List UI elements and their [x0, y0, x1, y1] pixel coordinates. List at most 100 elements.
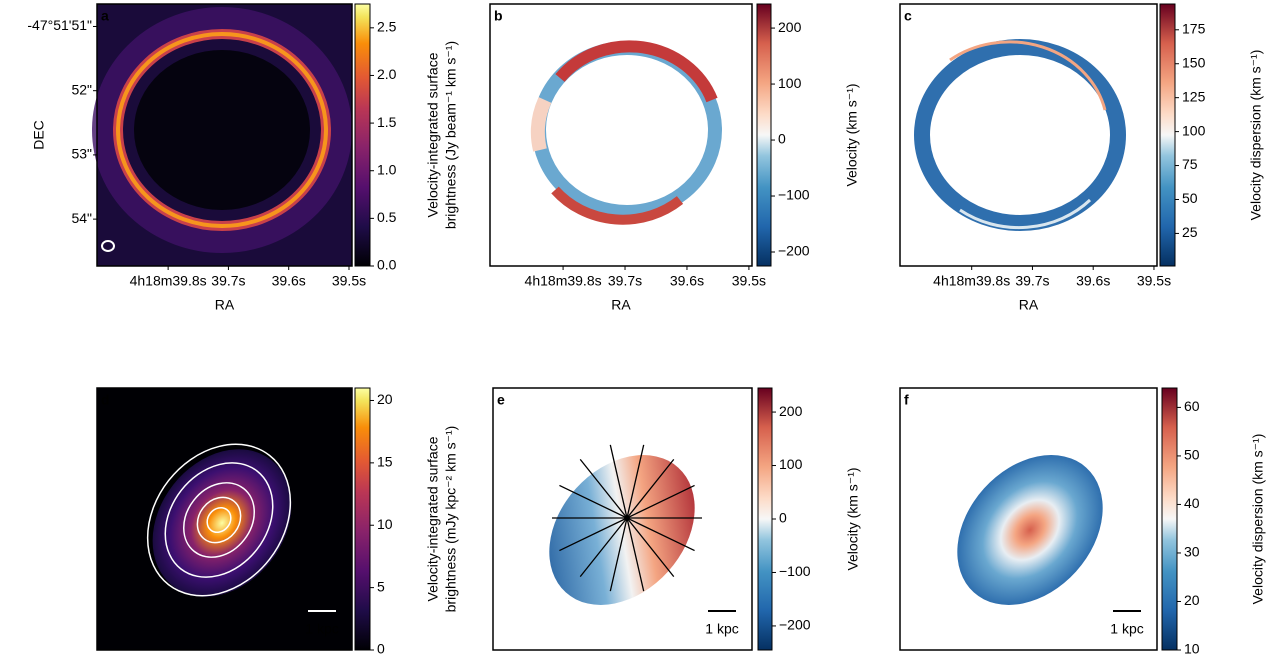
beam [101, 240, 115, 252]
contour [183, 482, 255, 558]
colorbar-label: brightness (Jy beam⁻¹ km s⁻¹) [443, 41, 459, 229]
blob [152, 449, 292, 597]
image-frame [899, 3, 1158, 267]
colorbar-tick-label: 200 [779, 403, 803, 419]
contour [206, 506, 232, 534]
y-tick-label: 52" [71, 81, 92, 97]
colorbar-tick-label: 1.5 [377, 114, 397, 130]
ring-pale [530, 97, 552, 152]
colorbar [757, 387, 773, 651]
ring-hot [949, 40, 1107, 111]
isovelocity [609, 444, 628, 519]
x-tick-label: 39.7s [608, 273, 642, 289]
colorbar-tick-label: 2.5 [377, 19, 397, 35]
contour [146, 443, 292, 597]
colorbar-tick-label: 0.5 [377, 209, 397, 225]
x-tick-label: 39.5s [1137, 273, 1171, 289]
isovelocity [579, 458, 628, 519]
colorbar-tick-label: 20 [377, 391, 393, 407]
blob [549, 455, 695, 605]
isovelocity [609, 517, 628, 592]
colorbar [354, 387, 371, 651]
ring-red [555, 40, 718, 103]
x-tick-label: 39.7s [211, 273, 245, 289]
ring-blue [914, 39, 1126, 231]
image-frame [489, 3, 753, 267]
colorbar-label: brightness (mJy kpc⁻² km s⁻¹) [443, 426, 459, 613]
colorbar-tick-label: 0.0 [377, 257, 397, 273]
y-axis-label: DEC [31, 120, 47, 150]
colorbar-label: Velocity-integrated surface [425, 52, 441, 217]
colorbar-tick-label: 20 [1184, 592, 1200, 608]
x-tick-label: 39.6s [670, 273, 704, 289]
colorbar-tick-label: 100 [779, 456, 803, 472]
scale-bar-label: 1 kpc [705, 621, 738, 637]
colorbar-tick-label: 75 [1182, 156, 1198, 172]
y-tick-label: -47°51'51" [27, 17, 92, 33]
colorbar-tick-label: 0 [779, 510, 787, 526]
x-tick-label: 39.7s [1015, 273, 1049, 289]
colorbar-label: Velocity (km s⁻¹) [844, 83, 860, 186]
x-tick-label: 4h18m39.8s [130, 273, 207, 289]
blob [957, 455, 1103, 605]
colorbar-tick-label: 200 [778, 19, 802, 35]
colorbar-tick-label: 175 [1182, 20, 1206, 36]
x-tick-label: 39.6s [1076, 273, 1110, 289]
colorbar-tick-label: −200 [778, 243, 810, 259]
y-tick-label: 53" [71, 146, 92, 162]
x-tick-label: 39.6s [272, 273, 306, 289]
isovelocity [626, 517, 695, 552]
colorbar [1159, 3, 1176, 267]
isovelocity [559, 517, 628, 552]
colorbar-tick-label: 25 [1182, 224, 1198, 240]
colorbar-label: Velocity dispersion (km s⁻¹) [1248, 50, 1264, 221]
ring-pale [959, 198, 1092, 230]
scale-bar-label: 1 kpc [305, 621, 338, 637]
colorbar-label: Velocity (km s⁻¹) [845, 467, 861, 570]
colorbar-tick-label: 50 [1182, 190, 1198, 206]
x-tick-label: 4h18m39.8s [933, 273, 1010, 289]
colorbar-tick-label: 0 [778, 131, 786, 147]
colorbar-tick-label: 125 [1182, 88, 1206, 104]
inner [134, 50, 310, 210]
ring-red2 [551, 186, 684, 225]
colorbar-tick-label: 40 [1184, 495, 1200, 511]
panel-label: f [904, 392, 909, 408]
x-axis-label: RA [1019, 297, 1039, 313]
colorbar-tick-label: 10 [1184, 641, 1200, 657]
y-tick-label: 54" [71, 210, 92, 226]
contour [196, 496, 242, 544]
colorbar-tick-label: −200 [779, 617, 811, 633]
x-axis-label: RA [611, 297, 631, 313]
panel-label: a [101, 8, 109, 24]
colorbar-tick-label: 10 [377, 516, 393, 532]
isovelocity [626, 458, 675, 519]
colorbar-tick-label: 100 [1182, 122, 1206, 138]
ring-core [116, 32, 328, 228]
panel-label: c [904, 8, 912, 24]
colorbar-tick-label: −100 [778, 187, 810, 203]
x-tick-label: 39.5s [732, 273, 766, 289]
colorbar [1161, 387, 1178, 651]
isovelocity [626, 444, 645, 519]
scale-bar-label: 1 kpc [1110, 621, 1143, 637]
image-frame [899, 387, 1158, 651]
panel-label: d [101, 392, 110, 408]
colorbar-tick-label: 60 [1184, 398, 1200, 414]
panel-label: e [497, 392, 505, 408]
isovelocity [626, 484, 695, 519]
isovelocity [626, 517, 645, 592]
colorbar-tick-label: 5 [377, 578, 385, 594]
isovelocity [559, 484, 628, 519]
image-frame [96, 3, 353, 267]
image-frame [96, 387, 353, 651]
isovelocity [626, 517, 675, 578]
colorbar-tick-label: 2.0 [377, 66, 397, 82]
colorbar-tick-label: 1.0 [377, 161, 397, 177]
colorbar-tick-label: 15 [377, 454, 393, 470]
x-axis-label: RA [215, 297, 235, 313]
colorbar-label: Velocity dispersion (km s⁻¹) [1250, 434, 1266, 605]
halo [92, 7, 352, 253]
colorbar-tick-label: 30 [1184, 544, 1200, 560]
